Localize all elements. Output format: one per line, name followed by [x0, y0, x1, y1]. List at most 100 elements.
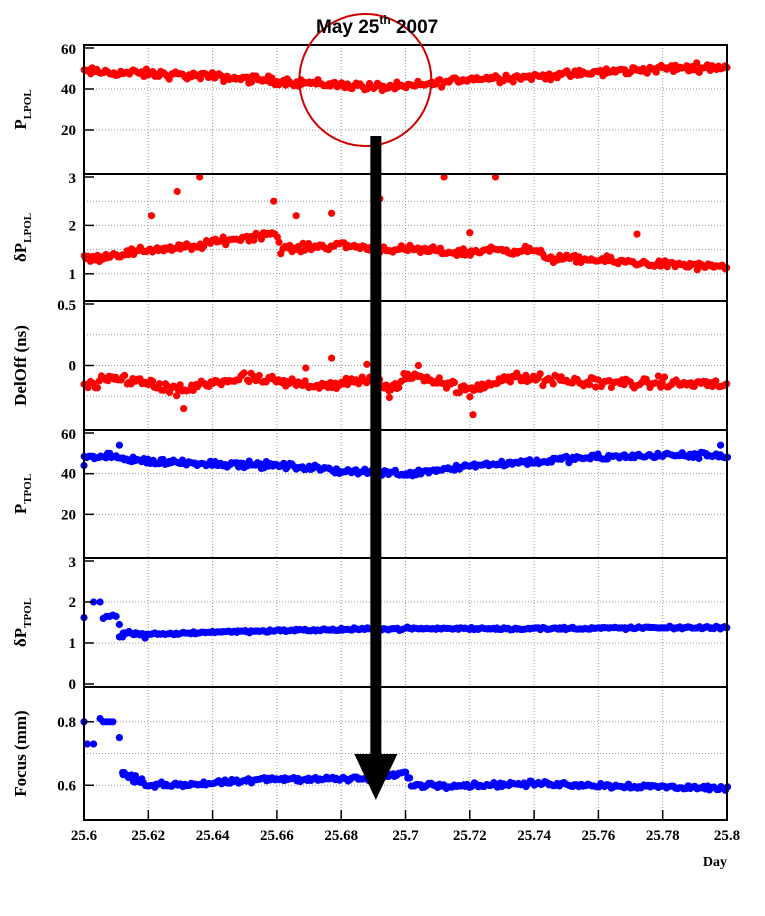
data-point: [121, 371, 129, 379]
outlier-point: [173, 187, 181, 196]
outlier-point: [83, 740, 91, 748]
data-point: [243, 73, 251, 81]
overlay-group: [298, 13, 433, 800]
outlier-point: [328, 354, 336, 362]
outlier-point: [125, 627, 133, 636]
data-point: [125, 251, 133, 259]
data-point: [402, 768, 410, 776]
x-tick-label: 25.7: [392, 828, 419, 844]
outlier-point: [633, 230, 641, 238]
y-tick-label: 20: [61, 507, 76, 523]
outlier-point: [115, 441, 123, 449]
outlier-point: [138, 775, 146, 783]
data-point: [155, 380, 163, 388]
data-point: [275, 238, 283, 246]
outlier-point: [90, 740, 98, 748]
data-point: [240, 369, 248, 377]
chart-title-year: 2007: [391, 17, 439, 38]
y-tick-label: 0: [69, 359, 77, 375]
data-point: [455, 389, 463, 397]
y-axis-label: Focus (mm): [11, 710, 30, 796]
y-tick-label: 2: [69, 595, 77, 611]
x-tick-label: 25.64: [196, 828, 230, 844]
y-tick-label: 2: [69, 218, 77, 234]
y-axis-label-subscript: LPOL: [22, 213, 34, 243]
y-axis-label-main: P: [11, 119, 30, 129]
y-tick-label: 0.8: [57, 715, 76, 731]
y-axis-label: PLPOL: [11, 89, 34, 129]
y-axis-label-main: DelOff (ns): [11, 325, 30, 406]
data-point: [255, 371, 263, 380]
y-axis-label: DelOff (ns): [11, 325, 30, 406]
outlier-point: [440, 173, 448, 181]
panel-P_LPOL: 20 40 60 PLPOL: [11, 42, 731, 175]
data-point: [643, 69, 651, 77]
data-point: [248, 78, 256, 86]
y-tick-label: 3: [69, 555, 77, 571]
outlier-point: [119, 633, 127, 641]
data-point: [305, 240, 313, 248]
data-point: [149, 377, 157, 385]
outlier-point: [363, 360, 371, 368]
outlier-point: [385, 393, 393, 402]
data-point: [406, 774, 414, 782]
y-axis-label-main: δP: [11, 243, 30, 262]
data-point: [712, 377, 720, 385]
outlier-point: [125, 772, 133, 780]
data-point: [654, 372, 663, 380]
data-point: [585, 381, 594, 389]
data-point: [165, 75, 173, 83]
data-point: [693, 59, 701, 67]
x-tick-label: 25.76: [582, 828, 616, 844]
data-point: [257, 235, 265, 243]
data-point: [84, 384, 92, 392]
outlier-point: [119, 768, 127, 777]
y-axis-label-subscript: LPOL: [22, 89, 34, 119]
data-point: [652, 379, 660, 387]
outlier-point: [180, 405, 188, 413]
outlier-point: [131, 772, 139, 780]
outlier-point: [112, 612, 120, 621]
outlier-point: [302, 364, 310, 372]
outlier-point: [131, 629, 139, 637]
outlier-point: [106, 449, 114, 457]
y-tick-label: 40: [61, 467, 76, 483]
data-point: [466, 393, 474, 401]
outlier-point: [196, 173, 204, 181]
data-point: [93, 384, 101, 392]
data-point: [536, 370, 544, 378]
outlier-point: [491, 173, 500, 181]
y-tick-label: 3: [69, 171, 77, 187]
data-point: [268, 74, 276, 82]
y-tick-label: 0.5: [57, 298, 76, 314]
y-tick-label: 0: [69, 677, 77, 693]
x-tick-label: 25.8: [714, 828, 740, 844]
y-tick-label: 1: [69, 267, 77, 283]
chart-title: May 25th 2007: [316, 13, 438, 38]
y-axis-label: δPTPOL: [11, 598, 34, 647]
data-point: [395, 383, 403, 392]
outlier-point: [115, 734, 123, 742]
x-tick-label: 25.6: [71, 828, 98, 844]
data-point: [250, 236, 258, 244]
panel-dP_LPOL: 1 2 3 δPLPOL: [11, 171, 731, 302]
outlier-point: [466, 229, 474, 237]
outlier-point: [469, 411, 477, 419]
data-point: [660, 373, 669, 381]
arrow-shaft: [370, 136, 382, 756]
outlier-point: [147, 212, 156, 220]
data-point: [695, 454, 703, 463]
panel-Focus: 0.6 0.8 Focus (mm): [11, 686, 732, 821]
x-tick-label: 25.72: [453, 828, 487, 844]
outlier-point: [328, 209, 336, 217]
y-axis-label-subscript: TPOL: [22, 474, 34, 504]
data-point: [549, 380, 557, 388]
y-tick-label: 0.6: [57, 778, 76, 794]
outlier-point: [292, 212, 300, 220]
y-tick-label: 60: [61, 427, 76, 443]
outlier-point: [109, 718, 117, 726]
data-point: [173, 392, 181, 400]
x-tick-label: 25.62: [131, 828, 165, 844]
